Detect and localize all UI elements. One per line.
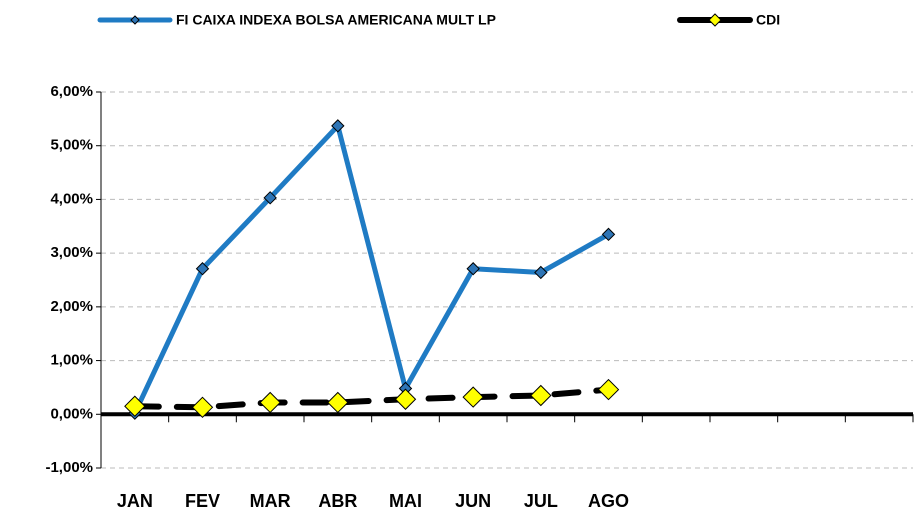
x-tick-label: JUL xyxy=(524,491,558,511)
y-tick-label: 4,00% xyxy=(50,190,93,207)
data-point xyxy=(259,391,281,414)
series-line xyxy=(132,123,611,416)
x-tick-label: JAN xyxy=(117,491,153,511)
legend-label: FI CAIXA INDEXA BOLSA AMERICANA MULT LP xyxy=(176,12,496,28)
data-point xyxy=(124,395,146,417)
y-tick-label: 0,00% xyxy=(50,405,93,422)
data-point xyxy=(327,391,349,414)
data-point xyxy=(462,386,484,408)
y-tick-label: -1,00% xyxy=(45,459,93,476)
legend-marker xyxy=(130,15,140,25)
data-point xyxy=(597,378,620,401)
data-point xyxy=(331,119,345,133)
x-tick-label: ABR xyxy=(318,491,357,511)
data-point xyxy=(191,396,214,419)
legend-marker xyxy=(708,13,722,27)
data-point xyxy=(534,265,548,280)
y-tick-label: 6,00% xyxy=(50,83,93,100)
x-tick-label: AGO xyxy=(588,491,629,511)
legend-label: CDI xyxy=(756,12,780,28)
data-point xyxy=(530,384,552,407)
data-point xyxy=(394,388,417,410)
x-tick-label: MAR xyxy=(250,491,291,511)
y-tick-label: 2,00% xyxy=(50,298,93,315)
x-tick-label: FEV xyxy=(185,491,220,511)
data-point xyxy=(263,191,277,205)
data-point xyxy=(466,262,480,276)
x-tick-label: MAI xyxy=(389,491,422,511)
y-tick-label: 1,00% xyxy=(50,352,93,369)
data-point xyxy=(195,262,210,276)
y-tick-label: 3,00% xyxy=(50,244,93,261)
data-point xyxy=(601,227,616,242)
series-line xyxy=(131,386,612,411)
y-tick-label: 5,00% xyxy=(50,137,93,154)
x-tick-label: JUN xyxy=(455,491,491,511)
